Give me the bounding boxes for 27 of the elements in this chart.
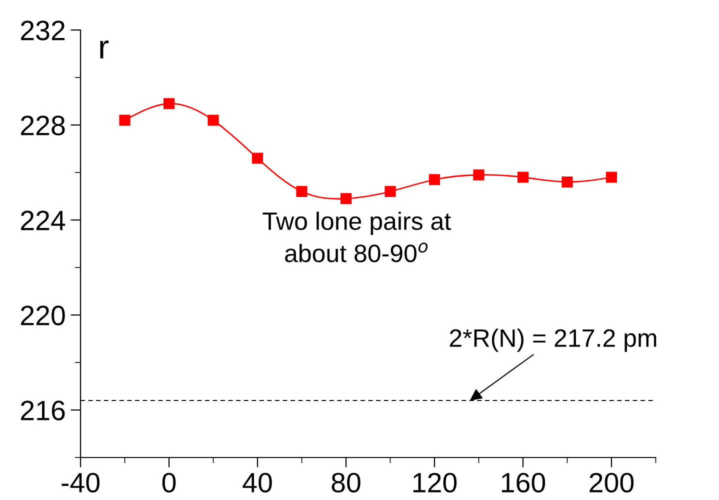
x-tick-label: 0 [162,472,176,492]
y-tick-label: 224 [21,210,66,230]
x-tick-label: 160 [502,472,546,492]
point [208,114,219,126]
point [606,172,618,183]
x-tick-label: -40 [62,472,100,492]
x-tick-label: 80 [332,472,360,492]
point [428,174,440,186]
point [252,152,264,164]
x-tick-label: 120 [413,472,457,492]
y-tick-label: 216 [21,400,65,420]
point [340,193,352,204]
x-tick-label: 40 [242,472,272,492]
point [384,186,396,198]
annotation: 2*R(N) = 217.2 pm [450,328,656,352]
point [473,169,484,180]
point [296,186,308,198]
y-tick-label: 220 [21,306,65,326]
point [562,176,573,188]
x-tick-label: 200 [590,472,634,492]
y-tick-label: 228 [21,116,65,136]
annotation: Two lone pairs at about 80-90$^{o}$ [262,212,451,262]
y-axis-title: r [100,40,109,58]
point [163,98,175,110]
y-tick-label: 232 [21,20,65,40]
point [517,172,529,183]
point [119,114,130,126]
